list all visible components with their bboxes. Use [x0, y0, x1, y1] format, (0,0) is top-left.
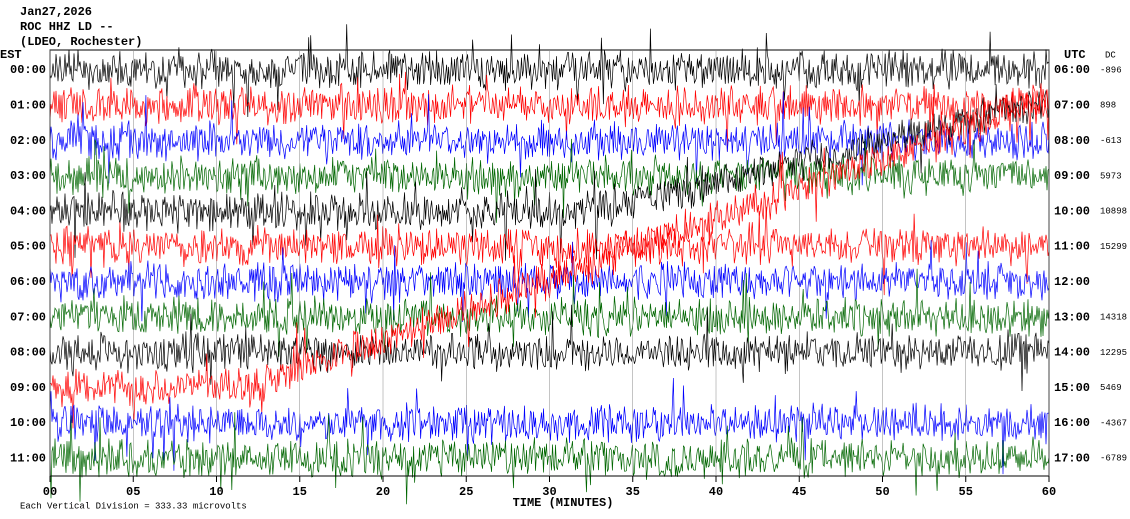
utc-label: 16:00 [1054, 416, 1090, 430]
right-axis-title: UTC [1064, 48, 1086, 62]
utc-label: 08:00 [1054, 134, 1090, 148]
dc-value: 5469 [1100, 383, 1122, 393]
dc-value: 15299 [1100, 242, 1127, 252]
network: (LDEO, Rochester) [20, 35, 142, 49]
utc-label: 14:00 [1054, 346, 1090, 360]
est-label: 08:00 [10, 346, 46, 360]
est-label: 10:00 [10, 416, 46, 430]
x-tick-label: 20 [376, 485, 390, 499]
date: Jan27,2026 [20, 5, 92, 19]
utc-label: 15:00 [1054, 381, 1090, 395]
x-tick-label: 15 [293, 485, 307, 499]
dc-value: 5973 [1100, 171, 1122, 181]
dc-value: 12295 [1100, 348, 1127, 358]
dc-value: -4367 [1100, 418, 1127, 428]
x-tick-label: 60 [1042, 485, 1056, 499]
dc-value: 14318 [1100, 312, 1127, 322]
x-axis-title: TIME (MINUTES) [513, 496, 614, 510]
utc-label: 10:00 [1054, 204, 1090, 218]
x-tick-label: 00 [43, 485, 57, 499]
est-label: 04:00 [10, 204, 46, 218]
utc-label: 13:00 [1054, 310, 1090, 324]
x-tick-label: 35 [626, 485, 640, 499]
dc-value: 898 [1100, 101, 1116, 111]
utc-label: 11:00 [1054, 240, 1090, 254]
x-tick-label: 25 [459, 485, 473, 499]
dc-value: -6789 [1100, 454, 1127, 464]
x-tick-label: 40 [709, 485, 723, 499]
est-label: 03:00 [10, 169, 46, 183]
utc-label: 06:00 [1054, 63, 1090, 77]
utc-label: 09:00 [1054, 169, 1090, 183]
est-label: 09:00 [10, 381, 46, 395]
dc-value: -613 [1100, 136, 1122, 146]
dc-value: -896 [1100, 65, 1122, 75]
x-tick-label: 45 [792, 485, 806, 499]
left-axis-title: EST [0, 48, 22, 62]
est-label: 05:00 [10, 240, 46, 254]
dc-title: DC [1105, 50, 1116, 60]
est-label: 11:00 [10, 451, 46, 465]
est-label: 01:00 [10, 98, 46, 112]
dc-value: 10898 [1100, 207, 1127, 217]
station: ROC HHZ LD -- [20, 20, 114, 34]
est-label: 07:00 [10, 310, 46, 324]
x-tick-label: 05 [126, 485, 140, 499]
est-label: 06:00 [10, 275, 46, 289]
x-tick-label: 50 [875, 485, 889, 499]
est-label: 02:00 [10, 134, 46, 148]
est-label: 00:00 [10, 63, 46, 77]
utc-label: 12:00 [1054, 275, 1090, 289]
utc-label: 17:00 [1054, 451, 1090, 465]
utc-label: 07:00 [1054, 98, 1090, 112]
x-tick-label: 55 [959, 485, 973, 499]
x-tick-label: 10 [209, 485, 223, 499]
x-tick-label: 30 [542, 485, 556, 499]
footer: Each Vertical Division = 333.33 microvol… [20, 501, 247, 511]
